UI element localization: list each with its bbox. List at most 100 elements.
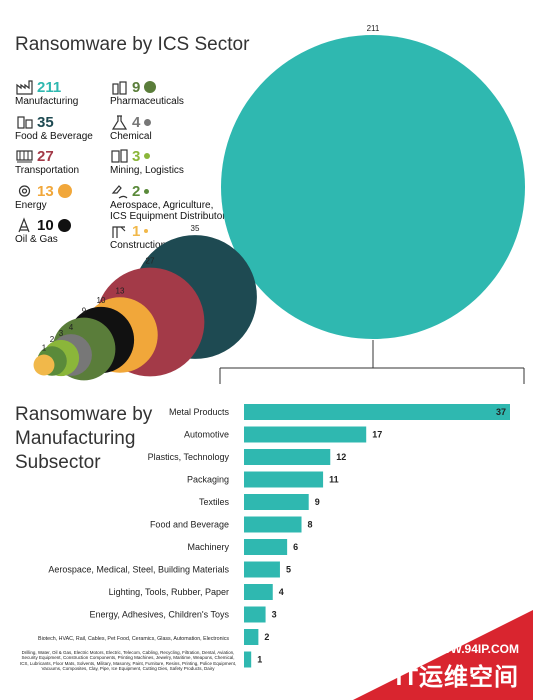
factory-icon xyxy=(15,79,33,95)
sector-count: 27 xyxy=(37,147,54,165)
sector-label: Aerospace, Agriculture, ICS Equipment Di… xyxy=(110,200,226,222)
subsector-chart-title: Ransomware by Manufacturing Subsector xyxy=(15,404,153,473)
watermark-url: WWW.94IP.COM xyxy=(427,642,519,656)
sector-count: 2 xyxy=(132,182,141,200)
sector-legend-item: 9 Pharmaceuticals xyxy=(110,78,184,108)
bubble-value-label: 27 xyxy=(146,257,155,266)
flask-icon xyxy=(110,114,128,130)
watermark-background xyxy=(353,610,533,700)
sector-color-dot xyxy=(144,188,150,194)
sector-count: 211 xyxy=(37,78,62,96)
bar-category-label: Biotech, HVAC, Rail, Cables, Pet Food, C… xyxy=(38,636,229,642)
sector-label: Food & Beverage xyxy=(15,131,93,142)
sector-count: 4 xyxy=(132,113,141,131)
subsector-bar xyxy=(244,404,510,420)
sector-label: Chemical xyxy=(110,131,152,142)
oil-rig-icon xyxy=(15,217,33,233)
subsector-bar xyxy=(244,629,259,645)
sector-legend-item: 211 Manufacturing xyxy=(15,78,79,108)
subsector-bar xyxy=(244,651,252,668)
sector-bubble xyxy=(221,35,525,339)
sector-label: Mining, Logistics xyxy=(110,165,184,176)
train-icon xyxy=(15,148,33,164)
sector-legend-item: 4 Chemical xyxy=(110,113,152,143)
bar-category-label: Aerospace, Medical, Steel, Building Mate… xyxy=(48,565,229,575)
sector-count: 13 xyxy=(37,182,54,200)
sector-legend-item: 27 Transportation xyxy=(15,147,80,177)
bubble-value-label: 1 xyxy=(42,344,47,353)
bar-value-label: 3 xyxy=(272,610,277,620)
bar-value-label: 17 xyxy=(372,430,382,440)
bracket-connector xyxy=(219,340,525,384)
sector-label: Manufacturing xyxy=(15,96,79,107)
sector-label: Transportation xyxy=(15,165,80,176)
sector-color-dot xyxy=(144,229,149,233)
watermark-name: IT运维空间 xyxy=(395,664,519,691)
sector-bubble xyxy=(33,354,55,376)
sector-legend-item: 10 Oil & Gas xyxy=(15,216,71,245)
sector-color-dot xyxy=(144,81,157,93)
sector-count: 3 xyxy=(132,147,141,165)
subsector-bar xyxy=(244,471,324,488)
bubble-value-label: 3 xyxy=(59,329,64,338)
bar-value-label: 37 xyxy=(496,407,506,417)
bar-value-label: 11 xyxy=(329,475,339,485)
bar-category-label: Automotive xyxy=(184,430,229,440)
sector-label: Pharmaceuticals xyxy=(110,96,184,107)
bar-category-label: Plastics, Technology xyxy=(148,452,230,462)
sector-color-dot xyxy=(57,184,72,198)
bubble-value-label: 35 xyxy=(191,224,200,233)
sector-legend-item: 2 Aerospace, Agriculture, ICS Equipment D… xyxy=(110,182,226,223)
sector-color-dot xyxy=(57,218,71,232)
sector-chart-title: Ransomware by ICS Sector xyxy=(15,34,250,55)
bar-value-label: 4 xyxy=(279,587,284,597)
bar-category-label: Metal Products xyxy=(169,407,230,417)
bar-category-label: Packaging xyxy=(187,475,229,485)
sector-legend-item: 3 Mining, Logistics xyxy=(110,147,184,177)
sector-label: Energy xyxy=(15,200,47,211)
subsector-bar xyxy=(244,449,331,465)
food-icon xyxy=(15,114,33,130)
sector-label: Oil & Gas xyxy=(15,234,58,245)
bubble-value-label: 2 xyxy=(50,335,55,344)
watermark: WWW.94IP.COM IT运维空间 xyxy=(293,610,533,700)
sector-count: 9 xyxy=(132,78,141,96)
subsector-bar xyxy=(244,539,288,555)
bar-value-label: 8 xyxy=(308,520,313,530)
energy-gear-icon xyxy=(15,183,33,199)
sector-legend-item: 35 Food & Beverage xyxy=(15,113,93,143)
bubble-value-label: 9 xyxy=(82,307,87,316)
bubble-value-label: 10 xyxy=(97,296,106,305)
construction-icon xyxy=(110,223,128,239)
bar-category-label: Drilling, Water, Oil & Gas, Electric Mot… xyxy=(20,650,236,672)
subsector-bar xyxy=(244,494,309,510)
sector-count: 10 xyxy=(37,216,54,234)
subsector-bar xyxy=(244,606,266,623)
sector-count: 35 xyxy=(37,113,54,131)
bar-category-label: Energy, Adhesives, Children's Toys xyxy=(90,610,230,620)
bar-value-label: 9 xyxy=(315,497,320,507)
bar-category-label: Lighting, Tools, Rubber, Paper xyxy=(109,587,229,597)
mining-icon xyxy=(110,148,128,164)
sector-color-dot xyxy=(144,153,151,159)
bar-value-label: 12 xyxy=(336,452,346,462)
bar-value-label: 5 xyxy=(286,565,291,575)
sector-color-dot xyxy=(144,118,152,126)
bar-value-label: 1 xyxy=(257,655,262,665)
subsector-bar xyxy=(244,516,302,533)
bar-category-label: Textiles xyxy=(199,497,230,507)
sector-legend-item: 13 Energy xyxy=(15,182,72,211)
bubble-value-label: 13 xyxy=(116,286,125,295)
bubble-value-label: 4 xyxy=(69,323,74,332)
bubble-value-label: 211 xyxy=(367,24,380,33)
subsector-bar xyxy=(244,561,280,578)
bar-category-label: Machinery xyxy=(187,542,229,552)
pharma-icon xyxy=(110,79,128,95)
aerospace-icon xyxy=(110,183,128,199)
bar-value-label: 6 xyxy=(293,542,298,552)
subsector-bar xyxy=(244,584,273,600)
subsector-bar xyxy=(244,426,367,443)
bar-value-label: 2 xyxy=(264,632,269,642)
